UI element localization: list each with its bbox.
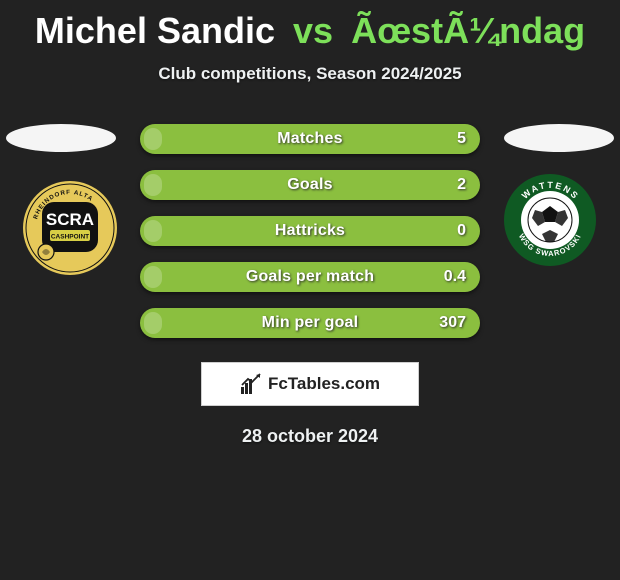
stat-label: Matches: [277, 130, 342, 148]
stat-value: 5: [457, 130, 466, 148]
stat-label: Min per goal: [262, 314, 359, 332]
fctables-icon: [240, 373, 262, 395]
stat-value: 2: [457, 176, 466, 194]
player2-name: ÃœstÃ¼ndag: [351, 10, 585, 51]
page-title: Michel Sandic vs ÃœstÃ¼ndag: [0, 0, 620, 52]
bar-cap: [144, 266, 162, 288]
bar-cap: [144, 220, 162, 242]
stat-bar: Goals per match 0.4: [140, 262, 480, 292]
date-text: 28 october 2024: [0, 426, 620, 447]
bar-cap: [144, 128, 162, 150]
stats-bars: Matches 5 Goals 2 Hattricks 0 Goals per …: [140, 124, 480, 338]
stat-bar: Goals 2: [140, 170, 480, 200]
stat-value: 0: [457, 222, 466, 240]
vs-text: vs: [293, 10, 333, 51]
stat-bar: Min per goal 307: [140, 308, 480, 338]
stat-value: 0.4: [444, 268, 466, 286]
stat-label: Goals: [287, 176, 332, 194]
stat-label: Goals per match: [246, 268, 374, 286]
subtitle: Club competitions, Season 2024/2025: [0, 64, 620, 84]
bar-cap: [144, 174, 162, 196]
stat-label: Hattricks: [275, 222, 345, 240]
stat-bar: Matches 5: [140, 124, 480, 154]
player1-name: Michel Sandic: [35, 10, 275, 51]
bar-cap: [144, 312, 162, 334]
fctables-badge[interactable]: FcTables.com: [201, 362, 419, 406]
fctables-text: FcTables.com: [268, 374, 380, 394]
stat-bar: Hattricks 0: [140, 216, 480, 246]
stat-value: 307: [439, 314, 466, 332]
